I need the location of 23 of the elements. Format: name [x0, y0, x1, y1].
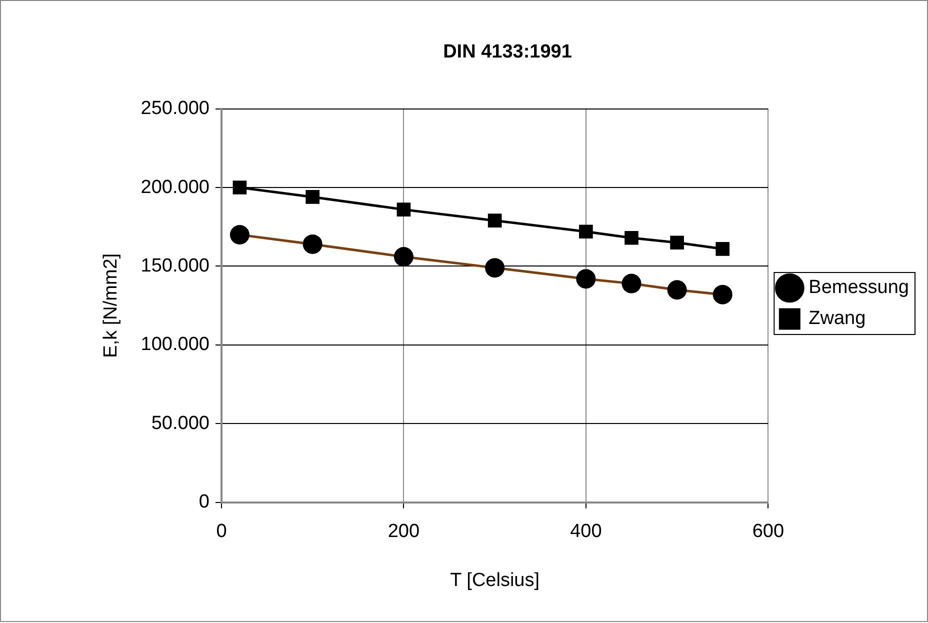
point	[396, 202, 411, 216]
y-axis-title: E,k [N/mm2]	[100, 253, 122, 358]
legend-label: Zwang	[808, 308, 866, 330]
y-tick-label: 0	[198, 492, 210, 513]
y-tick-label: 50.000	[151, 412, 210, 434]
point	[670, 236, 684, 250]
y-tick-label: 100.000	[140, 334, 210, 356]
chart-title: DIN 4133:1991	[443, 42, 572, 63]
point	[624, 230, 638, 245]
y-tick-label: 150.000	[140, 255, 210, 276]
x-tick-label: 0	[216, 521, 227, 542]
point	[488, 214, 502, 228]
legend-label: Bemessung	[808, 277, 910, 298]
x-axis-title: T [Celsius]	[450, 570, 540, 591]
point	[716, 242, 730, 256]
x-tick-label: 400	[570, 521, 602, 542]
x-tick-label: 200	[388, 521, 420, 542]
y-tick-label: 200.000	[140, 176, 210, 198]
x-tick-label: 600	[752, 521, 784, 542]
y-tick-label: 250.000	[140, 98, 210, 120]
point	[579, 224, 593, 239]
point	[232, 180, 247, 194]
point	[306, 190, 320, 204]
